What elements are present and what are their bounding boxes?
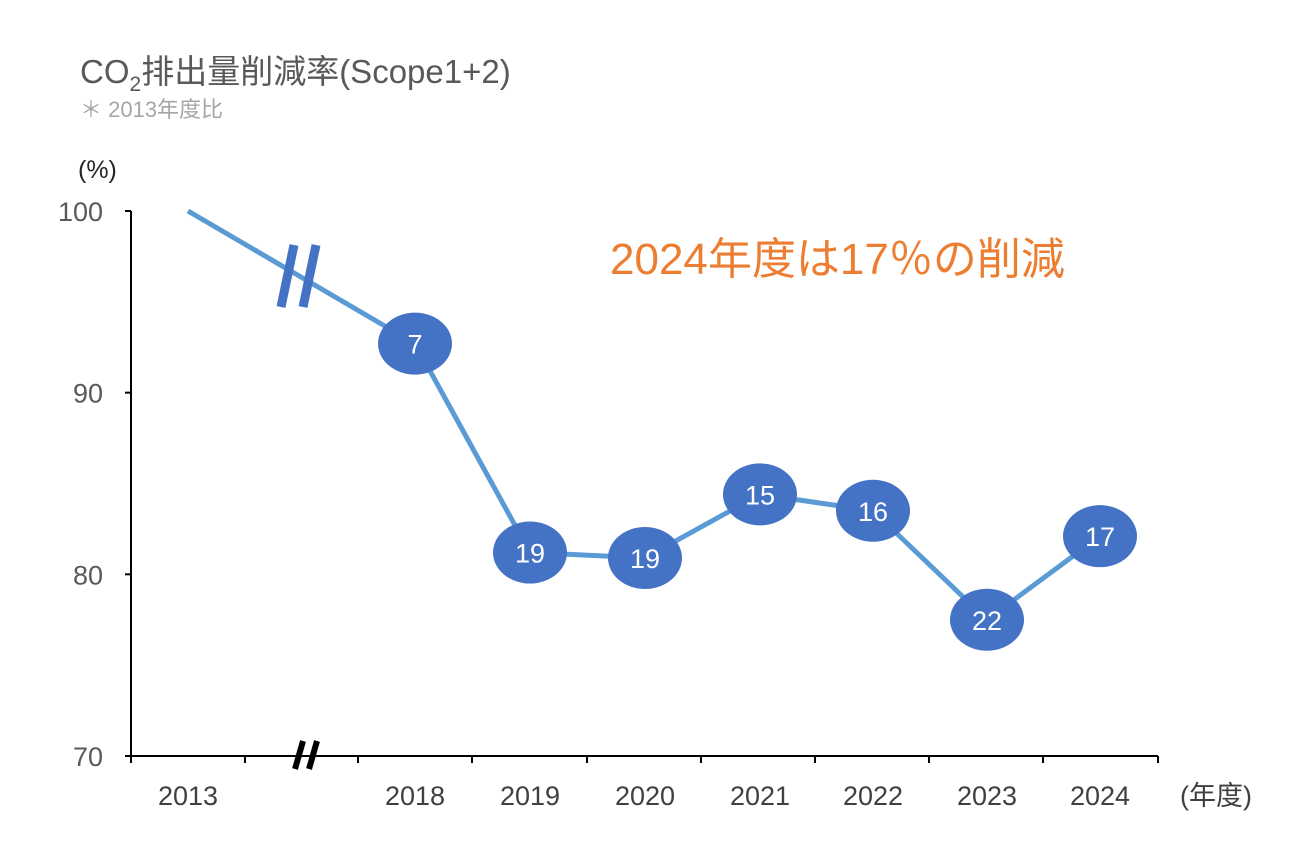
x-tick-label: 2024 bbox=[1070, 781, 1130, 811]
data-point-label: 16 bbox=[858, 497, 888, 527]
data-point-label: 22 bbox=[972, 606, 1002, 636]
data-point-label: 19 bbox=[515, 539, 545, 569]
annotation-text: 2024年度は17％の削減 bbox=[610, 235, 1065, 284]
y-tick-label: 100 bbox=[58, 197, 103, 227]
x-tick-label: 2013 bbox=[158, 781, 218, 811]
data-point-label: 7 bbox=[407, 330, 422, 360]
x-tick-label: 2018 bbox=[385, 781, 445, 811]
y-tick-label: 70 bbox=[73, 742, 103, 772]
plot-area: 70 80 90 100 2013 2018 2019 2020 2021 2022 2023 202… bbox=[58, 197, 1159, 811]
data-point-label: 19 bbox=[630, 544, 660, 574]
data-point-marker bbox=[723, 463, 797, 526]
y-axis-unit: (%) bbox=[78, 156, 117, 184]
data-point-marker bbox=[378, 312, 452, 375]
data-point-label: 15 bbox=[745, 480, 775, 510]
data-point-marker bbox=[950, 588, 1024, 651]
data-point-marker bbox=[493, 521, 567, 584]
x-tick-label: 2022 bbox=[843, 781, 903, 811]
x-axis-break-mark bbox=[306, 740, 320, 770]
y-tick-label: 90 bbox=[73, 379, 103, 409]
x-axis-break-mark bbox=[292, 740, 306, 770]
data-point-marker bbox=[836, 479, 910, 542]
data-point-marker bbox=[608, 526, 682, 589]
chart-subtitle: ＊ 2013年度比 bbox=[80, 97, 223, 122]
x-axis-unit: (年度) bbox=[1180, 781, 1252, 811]
x-tick-label: 2021 bbox=[730, 781, 790, 811]
chart-title: CO2排出量削減率(Scope1+2) bbox=[80, 53, 511, 96]
line-break-mark bbox=[298, 244, 321, 308]
x-tick-label: 2020 bbox=[615, 781, 675, 811]
x-tick-label: 2023 bbox=[957, 781, 1017, 811]
line-break-mark bbox=[276, 244, 299, 308]
y-tick-label: 80 bbox=[73, 560, 103, 590]
data-point-marker bbox=[1063, 505, 1137, 568]
data-point-label: 17 bbox=[1085, 522, 1115, 552]
x-tick-label: 2019 bbox=[500, 781, 560, 811]
